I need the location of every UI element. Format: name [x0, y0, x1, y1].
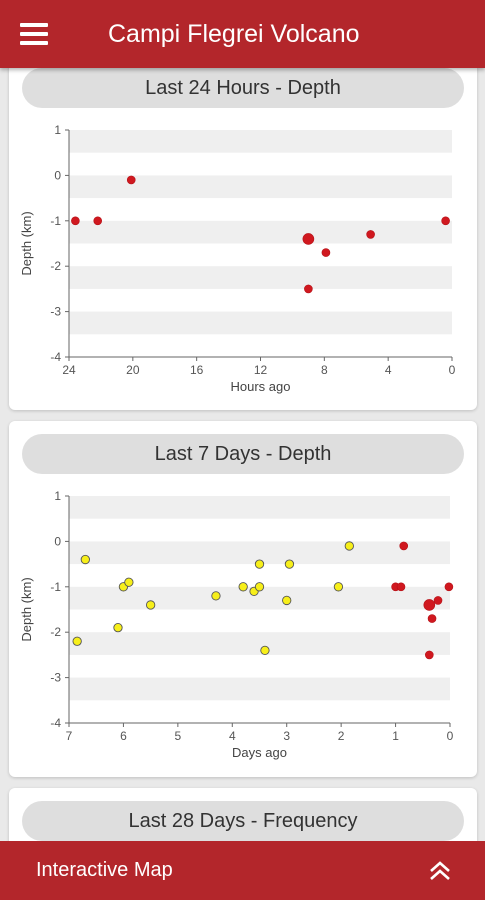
data-point-recent	[304, 284, 313, 294]
data-point-older	[254, 559, 265, 569]
x-tick-label: 1	[392, 729, 399, 743]
data-point-older	[284, 559, 295, 569]
x-tick-label: 16	[190, 363, 204, 377]
menu-icon[interactable]	[14, 18, 54, 50]
y-tick-label: -3	[50, 671, 61, 685]
y-tick-label: 0	[54, 168, 61, 182]
data-point-older	[145, 600, 156, 610]
y-tick-label: -1	[50, 580, 61, 594]
app-title: Campi Flegrei Volcano	[108, 20, 360, 48]
x-tick-label: 2	[338, 729, 345, 743]
y-tick-label: -3	[50, 305, 61, 319]
data-point-recent	[71, 216, 80, 226]
grid-band	[69, 496, 450, 519]
y-tick-label: -2	[50, 625, 61, 639]
data-point-recent	[93, 216, 103, 226]
x-axis-label: Hours ago	[231, 379, 291, 394]
y-tick-label: -4	[50, 716, 61, 730]
chart-card-24h-depth: Last 24 Hours - Depth 1 0 -1 -2 -3 -4 24 20 16 12…	[9, 58, 477, 410]
data-point-recent	[302, 233, 315, 245]
y-axis-label: Depth (km)	[19, 211, 34, 275]
data-point-older	[72, 636, 82, 646]
y-tick-label: -1	[50, 214, 61, 228]
x-tick-label: 0	[449, 363, 456, 377]
x-tick-label: 0	[447, 729, 454, 743]
interactive-map-bar[interactable]: Interactive Map	[0, 841, 485, 900]
x-tick-label: 6	[120, 729, 127, 743]
grid-band	[69, 677, 450, 701]
y-axis-label: Depth (km)	[19, 577, 34, 641]
data-point-older	[260, 645, 270, 656]
x-tick-label: 20	[126, 363, 140, 377]
data-point-recent	[321, 248, 331, 257]
data-point-older	[80, 554, 90, 565]
data-point-recent	[441, 216, 450, 226]
depth-chart-24h: 1 0 -1 -2 -3 -424 20 16 12 8 4 0 Hours ago Depth (km)	[19, 123, 456, 394]
x-tick-label: 7	[66, 729, 73, 743]
data-point-older	[124, 577, 134, 587]
y-tick-label: -4	[50, 350, 61, 364]
interactive-map-label: Interactive Map	[36, 859, 173, 881]
chart-title: Last 28 Days - Frequency	[22, 801, 464, 841]
x-tick-label: 5	[175, 729, 182, 743]
x-tick-label: 24	[62, 363, 76, 377]
depth-chart-7d: 1 0 -1 -2 -3 -4 7 6 5 4 3 2 1 0 Days ago Depth (km)	[19, 489, 454, 760]
y-tick-label: -2	[50, 259, 61, 273]
x-tick-label: 12	[254, 363, 268, 377]
double-chevron-up-icon	[430, 861, 450, 880]
data-point-recent	[433, 596, 443, 605]
data-point-recent	[423, 599, 436, 611]
grid-band	[69, 632, 450, 655]
chart-title: Last 7 Days - Depth	[22, 434, 464, 474]
data-point-older	[113, 623, 123, 633]
chart-title: Last 24 Hours - Depth	[22, 68, 464, 108]
x-tick-label: 3	[283, 729, 290, 743]
x-tick-label: 4	[229, 729, 236, 743]
app-bar: Campi Flegrei Volcano	[0, 0, 485, 68]
grid-band	[69, 541, 450, 565]
grid-band	[69, 311, 452, 335]
y-tick-label: 1	[54, 489, 61, 503]
data-point-older	[282, 595, 292, 606]
data-point-recent	[396, 582, 406, 592]
grid-band	[69, 586, 450, 610]
y-tick-label: 1	[54, 123, 61, 137]
data-point-recent	[427, 614, 437, 623]
y-tick-label: 0	[54, 534, 61, 548]
x-tick-label: 4	[385, 363, 392, 377]
data-point-older	[344, 541, 354, 551]
chart-card-7d-depth: Last 7 Days - Depth 1 0 -1 -2 -3 -4 7 6 5 4 3 2 1 0 Da…	[9, 421, 477, 777]
data-point-older	[238, 582, 248, 592]
data-point-recent	[366, 230, 375, 239]
data-point-recent	[444, 582, 454, 592]
grid-band	[69, 130, 452, 153]
data-point-recent	[126, 175, 136, 185]
data-point-older	[254, 582, 265, 592]
x-axis-label: Days ago	[232, 745, 287, 760]
grid-band	[69, 175, 452, 199]
grid-band	[69, 266, 452, 289]
x-tick-label: 8	[321, 363, 328, 377]
data-point-older	[333, 582, 344, 592]
data-point-recent	[425, 650, 434, 660]
grid-band	[69, 220, 452, 244]
data-point-recent	[399, 541, 409, 551]
data-point-older	[211, 591, 221, 601]
